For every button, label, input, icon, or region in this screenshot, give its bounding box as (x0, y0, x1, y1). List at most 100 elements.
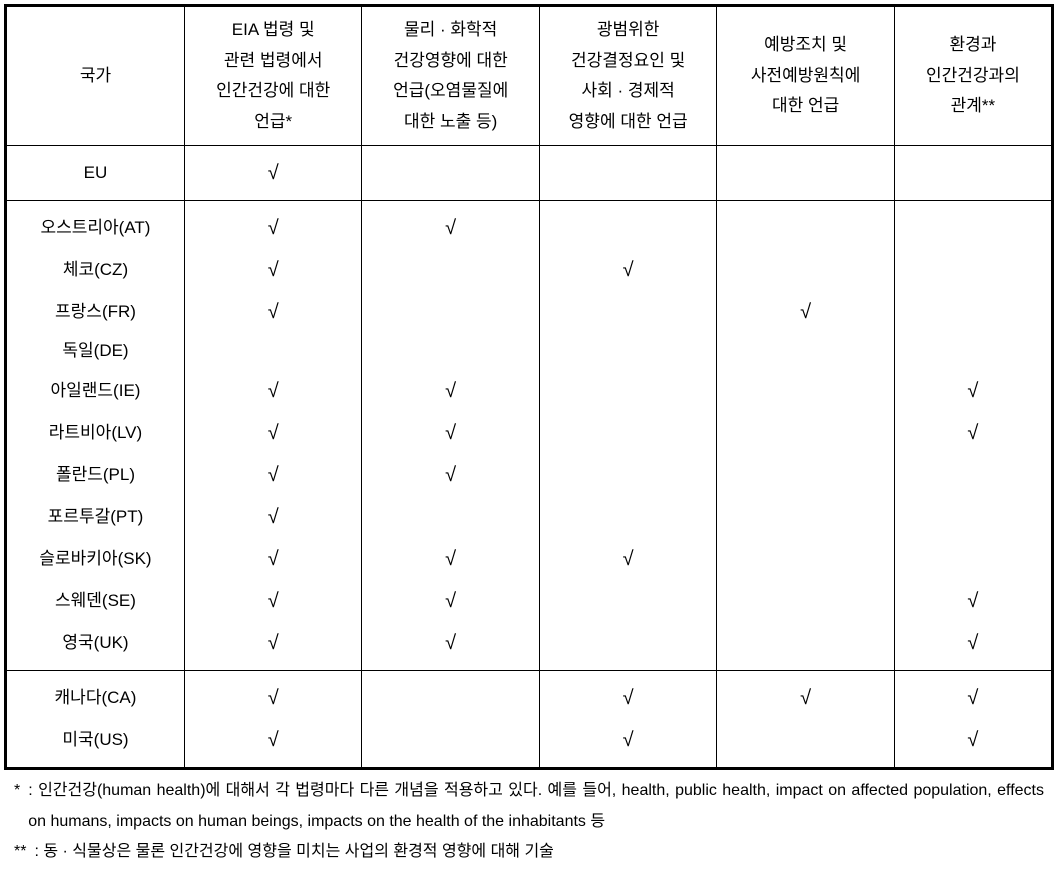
check-cell-c1: √ (184, 412, 361, 454)
check-cell-c1: √ (184, 496, 361, 538)
check-cell-c1: √ (184, 291, 361, 333)
check-cell-c5: √ (894, 671, 1051, 719)
check-icon: √ (268, 729, 279, 751)
check-cell-c5: √ (894, 719, 1051, 767)
footnotes: *: 인간건강(human health)에 대해서 각 법령마다 다른 개념을… (4, 770, 1054, 869)
check-cell-c2: √ (362, 412, 539, 454)
check-icon: √ (445, 590, 456, 612)
check-icon: √ (800, 301, 811, 323)
country-cell: 오스트리아(AT) (7, 201, 184, 249)
check-cell-c4 (717, 370, 894, 412)
country-cell: 폴란드(PL) (7, 454, 184, 496)
check-icon: √ (268, 632, 279, 654)
country-cell: EU (7, 146, 184, 201)
table-header-row: 국가EIA 법령 및관련 법령에서인간건강에 대한언급*물리 · 화학적건강영향… (7, 7, 1051, 146)
check-cell-c1: √ (184, 671, 361, 719)
check-icon: √ (268, 590, 279, 612)
column-header-text: 영향에 대한 언급 (569, 112, 688, 131)
table-row: 라트비아(LV)√√√ (7, 412, 1051, 454)
column-header-c5: 환경과인간건강과의관계** (894, 7, 1051, 146)
check-cell-c3 (539, 146, 716, 201)
check-cell-c2 (362, 333, 539, 370)
check-cell-c4 (717, 249, 894, 291)
check-icon: √ (445, 422, 456, 444)
check-cell-c3: √ (539, 719, 716, 767)
check-cell-c1: √ (184, 538, 361, 580)
check-cell-c5: √ (894, 412, 1051, 454)
table-row: 체코(CZ)√√ (7, 249, 1051, 291)
check-icon: √ (268, 380, 279, 402)
column-header-text: 사회 · 경제적 (581, 81, 674, 100)
check-icon: √ (967, 687, 978, 709)
check-cell-c3 (539, 201, 716, 249)
country-cell: 포르투갈(PT) (7, 496, 184, 538)
check-icon: √ (445, 548, 456, 570)
check-icon: √ (268, 464, 279, 486)
table-row: 스웨덴(SE)√√√ (7, 580, 1051, 622)
check-cell-c4 (717, 580, 894, 622)
check-icon: √ (967, 422, 978, 444)
check-cell-c2 (362, 291, 539, 333)
check-icon: √ (967, 590, 978, 612)
check-cell-c2 (362, 671, 539, 719)
check-icon: √ (623, 687, 634, 709)
check-cell-c3 (539, 333, 716, 370)
check-cell-c4: √ (717, 291, 894, 333)
check-cell-c1: √ (184, 146, 361, 201)
check-cell-c3 (539, 496, 716, 538)
check-icon: √ (268, 217, 279, 239)
check-icon: √ (445, 632, 456, 654)
check-cell-c3: √ (539, 249, 716, 291)
check-cell-c1: √ (184, 580, 361, 622)
check-cell-c5 (894, 454, 1051, 496)
check-cell-c2: √ (362, 454, 539, 496)
check-icon: √ (268, 259, 279, 281)
country-cell: 아일랜드(IE) (7, 370, 184, 412)
check-cell-c1: √ (184, 370, 361, 412)
check-cell-c1: √ (184, 622, 361, 671)
table-row: 슬로바키아(SK)√√√ (7, 538, 1051, 580)
column-header-text: 예방조치 및 (764, 35, 847, 54)
check-cell-c5 (894, 201, 1051, 249)
footnote-marker: * (14, 776, 20, 837)
check-cell-c1: √ (184, 719, 361, 767)
comparison-table-wrapper: 국가EIA 법령 및관련 법령에서인간건강에 대한언급*물리 · 화학적건강영향… (4, 4, 1054, 770)
check-icon: √ (967, 729, 978, 751)
table-row: 폴란드(PL) √ √ (7, 454, 1051, 496)
check-cell-c1: √ (184, 201, 361, 249)
check-icon: √ (445, 217, 456, 239)
check-icon: √ (268, 422, 279, 444)
check-icon: √ (268, 301, 279, 323)
check-icon: √ (445, 464, 456, 486)
table-row: 프랑스(FR)√√ (7, 291, 1051, 333)
check-cell-c3 (539, 622, 716, 671)
check-cell-c5: √ (894, 580, 1051, 622)
table-row: EU√ (7, 146, 1051, 201)
footnote-text: : 동 · 식물상은 물론 인간건강에 영향을 미치는 사업의 환경적 영향에 … (32, 837, 1044, 867)
column-header-text: 관계** (951, 96, 996, 115)
check-cell-c5 (894, 333, 1051, 370)
check-icon: √ (800, 687, 811, 709)
check-cell-c4 (717, 454, 894, 496)
check-cell-c2: √ (362, 370, 539, 412)
footnote: **: 동 · 식물상은 물론 인간건강에 영향을 미치는 사업의 환경적 영향… (14, 837, 1044, 867)
column-header-c4: 예방조치 및사전예방원칙에대한 언급 (717, 7, 894, 146)
check-cell-c4 (717, 412, 894, 454)
column-header-text: 환경과 (949, 35, 996, 54)
column-header-text: 인간건강에 대한 (216, 81, 330, 100)
column-header-text: 언급(오염물질에 (393, 81, 508, 100)
check-cell-c5 (894, 496, 1051, 538)
check-cell-c2 (362, 719, 539, 767)
country-cell: 독일(DE) (7, 333, 184, 370)
check-cell-c3: √ (539, 671, 716, 719)
column-header-text: 인간건강과의 (926, 66, 1020, 85)
column-header-c1: EIA 법령 및관련 법령에서인간건강에 대한언급* (184, 7, 361, 146)
check-cell-c3 (539, 412, 716, 454)
column-header-text: 대한 노출 등) (404, 112, 497, 131)
check-cell-c3 (539, 370, 716, 412)
check-cell-c2: √ (362, 580, 539, 622)
column-header-text: 대한 언급 (772, 96, 839, 115)
country-cell: 영국(UK) (7, 622, 184, 671)
check-cell-c4 (717, 622, 894, 671)
table-row: 캐나다(CA)√√√√ (7, 671, 1051, 719)
